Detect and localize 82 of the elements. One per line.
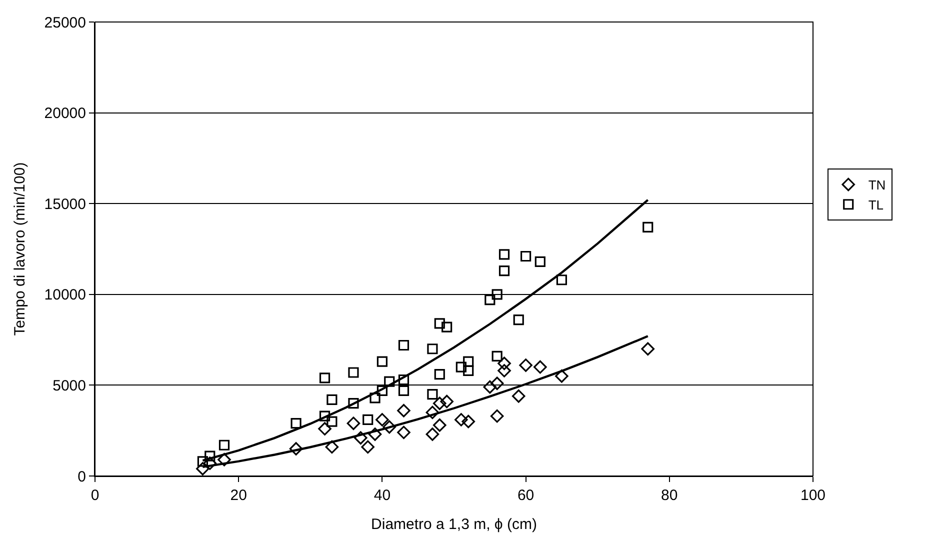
point — [492, 350, 502, 362]
legend-label: TL — [868, 197, 884, 212]
point — [432, 418, 446, 432]
point — [398, 340, 410, 351]
point — [462, 414, 476, 428]
point — [483, 380, 497, 394]
point — [426, 428, 440, 441]
point — [382, 420, 396, 434]
point — [463, 365, 474, 376]
point — [434, 318, 445, 329]
point — [512, 389, 526, 403]
point — [426, 406, 440, 420]
point — [555, 369, 568, 383]
point — [442, 322, 452, 332]
point — [376, 385, 388, 396]
point — [319, 372, 330, 384]
point — [513, 314, 524, 326]
y-tick-label: 10000 — [44, 286, 86, 304]
x-tick-label: 100 — [800, 487, 826, 504]
point — [490, 409, 504, 423]
point — [348, 367, 359, 378]
point — [384, 376, 395, 387]
point — [289, 442, 303, 456]
y-tick-label: 20000 — [44, 105, 86, 122]
point — [454, 413, 468, 426]
point — [326, 416, 338, 427]
point — [319, 410, 330, 422]
point — [498, 364, 511, 378]
point — [498, 265, 510, 276]
point — [432, 396, 446, 410]
point — [218, 453, 231, 466]
point — [519, 358, 532, 372]
point — [325, 440, 339, 454]
x-tick-label: 80 — [661, 487, 678, 504]
y-tick-label: 0 — [78, 468, 86, 486]
y-tick-label: 25000 — [44, 14, 86, 32]
point — [398, 374, 410, 386]
point — [326, 394, 338, 406]
point — [534, 256, 546, 268]
x-tick-label: 0 — [90, 487, 100, 504]
x-tick-label: 20 — [230, 487, 247, 504]
point — [490, 376, 504, 390]
y-axis-title: Tempo di lavoro (min/100) — [12, 162, 29, 336]
point — [456, 362, 466, 372]
point — [361, 440, 374, 454]
point — [354, 431, 368, 445]
x-tick-label: 60 — [517, 487, 534, 504]
point — [370, 392, 380, 404]
x-axis-title: Diametro a 1,3 m, ϕ (cm) — [371, 516, 537, 533]
point — [463, 356, 474, 367]
point — [398, 385, 410, 396]
point — [427, 388, 438, 400]
point — [376, 413, 389, 426]
point — [197, 456, 208, 467]
point — [642, 222, 654, 233]
point — [641, 342, 655, 356]
point — [318, 422, 332, 436]
point — [368, 428, 382, 441]
point — [427, 344, 438, 354]
x-tick-label: 40 — [374, 487, 391, 504]
point — [520, 250, 532, 262]
point — [218, 440, 230, 450]
point — [397, 404, 410, 418]
point — [290, 418, 302, 429]
point — [484, 294, 496, 306]
point — [346, 416, 360, 430]
point — [440, 394, 454, 408]
point — [556, 274, 567, 286]
point — [498, 356, 511, 370]
point — [362, 414, 374, 425]
legend-label: TN — [868, 178, 886, 193]
point — [534, 360, 547, 374]
y-tick-label: 5000 — [52, 377, 86, 394]
point — [204, 450, 216, 462]
y-tick-label: 15000 — [44, 196, 86, 213]
point — [397, 426, 410, 440]
point — [196, 462, 210, 476]
point — [434, 369, 445, 380]
point — [376, 356, 388, 367]
point — [348, 398, 359, 409]
point — [492, 289, 502, 300]
point — [498, 249, 510, 260]
